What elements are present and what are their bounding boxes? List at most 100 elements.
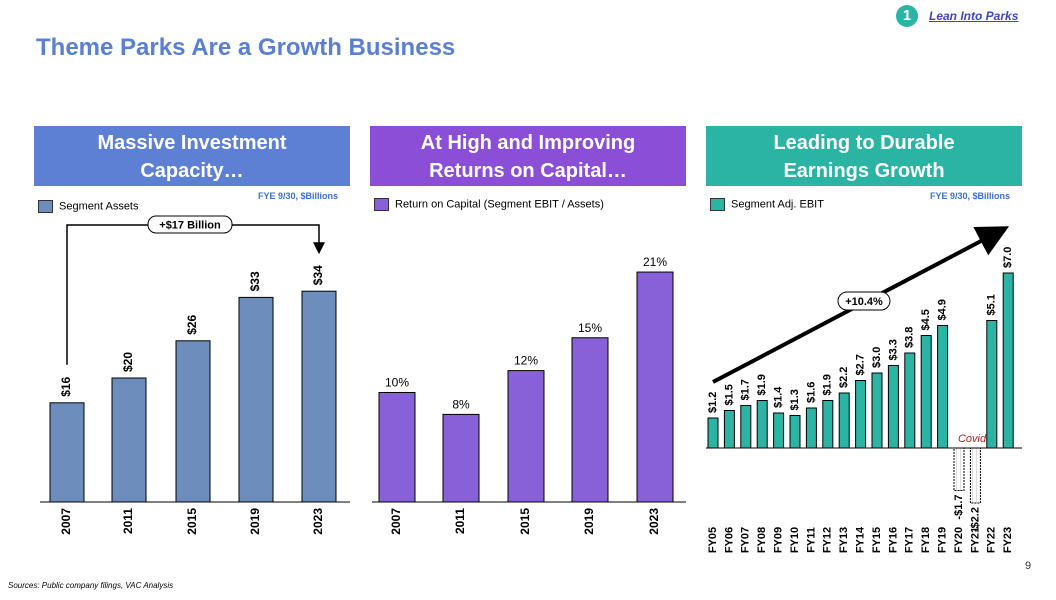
page-title: Theme Parks Are a Growth Business <box>36 34 456 61</box>
ebit-value-label: $1.3 <box>789 389 801 410</box>
roc-category-label: 2011 <box>453 508 467 534</box>
ebit-bar-FY21 <box>969 447 981 504</box>
ebit-bar-FY13 <box>838 392 850 449</box>
ebit-category-label: FY06 <box>723 527 735 553</box>
roc-chart: 10% 2007 8% 2011 12% 2015 15% 2019 21% 2023 <box>372 255 686 535</box>
assets-growth-annotation: +$17 Billion <box>159 219 221 231</box>
ebit-category-label: FY18 <box>920 527 932 553</box>
roc-heading-line1: At High and Improving <box>420 132 636 154</box>
roc-bar-2011 <box>442 413 480 503</box>
assets-category-label: 2011 <box>121 508 135 534</box>
ebit-bar-FY10 <box>789 415 801 449</box>
ebit-growth-pill <box>837 291 891 311</box>
ebit-category-label: FY17 <box>904 527 916 553</box>
ebit-bar-FY08 <box>756 400 768 449</box>
ebit-bar-FY16 <box>887 365 899 449</box>
ebit-value-label: $1.5 <box>723 384 735 405</box>
ebit-bar-FY07 <box>740 405 752 449</box>
assets-value-label: $26 <box>185 314 199 334</box>
assets-heading-line2: Capacity… <box>140 160 244 182</box>
roc-value-label: 21% <box>643 255 667 269</box>
ebit-value-label: $3.3 <box>887 339 899 360</box>
ebit-bar-FY06 <box>723 410 735 449</box>
ebit-category-label: FY12 <box>822 527 834 553</box>
ebit-bar-FY22 <box>986 320 998 449</box>
ebit-legend: Segment Adj. EBIT <box>710 198 824 214</box>
ebit-category-label: FY16 <box>887 527 899 553</box>
roc-bar-2019 <box>571 337 609 503</box>
ebit-category-label: FY21 <box>969 527 981 553</box>
assets-legend: Segment Assets <box>38 200 139 216</box>
ebit-heading-line1: Leading to Durable <box>773 132 955 154</box>
ebit-value-label: $7.0 <box>1002 247 1014 268</box>
assets-category-label: 2023 <box>311 508 325 535</box>
roc-value-label: 12% <box>514 354 538 368</box>
ebit-category-label: FY19 <box>937 527 949 553</box>
assets-panel-heading: Massive Investment Capacity… <box>34 126 350 186</box>
ebit-bar-FY17 <box>904 352 916 449</box>
assets-category-label: 2019 <box>248 508 262 535</box>
ebit-bar-FY05 <box>707 417 719 449</box>
roc-bar-2023 <box>636 271 674 503</box>
source-note: Sources: Public company filings, VAC Ana… <box>8 581 174 590</box>
assets-category-label: 2007 <box>59 508 73 535</box>
assets-chart: $16 2007 $20 2011 $26 2015 $33 2019 $34 2023 +$17 … <box>40 215 350 535</box>
ebit-category-label: FY10 <box>789 527 801 553</box>
ebit-category-label: FY23 <box>1002 527 1014 553</box>
ebit-value-label: -$1.7 <box>953 495 965 520</box>
assets-value-label: $34 <box>311 265 325 285</box>
ebit-chart: $1.2 FY05 $1.5 FY06 $1.7 FY07 $1.9 FY08 $1.4 FY09… <box>706 226 1022 553</box>
ebit-value-label: $1.4 <box>773 386 785 408</box>
ebit-category-label: FY15 <box>871 527 883 553</box>
ebit-value-label: $4.9 <box>937 299 949 320</box>
ebit-category-label: FY13 <box>838 527 850 553</box>
roc-bar-2015 <box>507 370 545 503</box>
ebit-bar-FY23 <box>1002 272 1014 449</box>
ebit-value-label: $5.1 <box>986 294 998 315</box>
assets-bar-2023 <box>301 290 337 503</box>
assets-legend-label: Segment Assets <box>59 200 139 213</box>
ebit-category-label: FY05 <box>707 527 719 553</box>
roc-value-label: 15% <box>578 321 602 335</box>
ebit-value-label: $3.0 <box>871 347 883 368</box>
ebit-category-label: FY20 <box>953 527 965 553</box>
ebit-value-label: $4.5 <box>920 309 932 330</box>
section-badge: 1 Lean Into Parks <box>896 5 1036 29</box>
ebit-panel-heading: Leading to Durable Earnings Growth <box>706 126 1022 186</box>
ebit-growth-annotation: +10.4% <box>845 296 883 308</box>
ebit-bar-FY15 <box>871 372 883 449</box>
assets-value-label: $33 <box>248 271 262 291</box>
assets-category-label: 2015 <box>185 508 199 535</box>
ebit-value-label: $1.9 <box>822 374 834 395</box>
assets-value-label: $16 <box>59 376 73 396</box>
ebit-category-label: FY07 <box>740 527 752 553</box>
ebit-category-label: FY11 <box>805 527 817 553</box>
assets-heading-line1: Massive Investment <box>97 132 287 154</box>
roc-value-label: 10% <box>385 376 409 390</box>
lean-into-parks-link[interactable]: Lean Into Parks <box>929 9 1019 23</box>
assets-bar-2019 <box>238 296 274 503</box>
roc-panel-heading: At High and Improving Returns on Capital… <box>370 126 686 186</box>
ebit-bar-FY14 <box>855 380 867 449</box>
section-number: 1 <box>896 5 918 27</box>
page-number: 9 <box>1025 560 1032 572</box>
roc-legend-swatch <box>374 198 389 211</box>
ebit-value-label: $3.8 <box>904 327 916 348</box>
ebit-value-label: $1.6 <box>805 382 817 403</box>
ebit-value-label: $2.7 <box>855 354 867 375</box>
roc-bar-2007 <box>378 392 416 503</box>
assets-bar-2011 <box>111 377 147 503</box>
covid-label: Covid <box>958 433 987 445</box>
ebit-value-label: $1.7 <box>740 379 752 400</box>
ebit-bar-FY18 <box>920 335 932 449</box>
ebit-category-label: FY09 <box>773 527 785 553</box>
roc-legend: Return on Capital (Segment EBIT / Assets… <box>374 198 604 214</box>
ebit-value-label: -$2.2 <box>969 507 981 532</box>
ebit-bar-FY12 <box>822 400 834 449</box>
assets-growth-pill <box>147 215 233 234</box>
ebit-bar-FY11 <box>805 407 817 449</box>
roc-category-label: 2015 <box>518 508 532 535</box>
assets-unit-note: FYE 9/30, $Billions <box>258 191 339 201</box>
ebit-unit-note: FYE 9/30, $Billions <box>930 191 1011 201</box>
